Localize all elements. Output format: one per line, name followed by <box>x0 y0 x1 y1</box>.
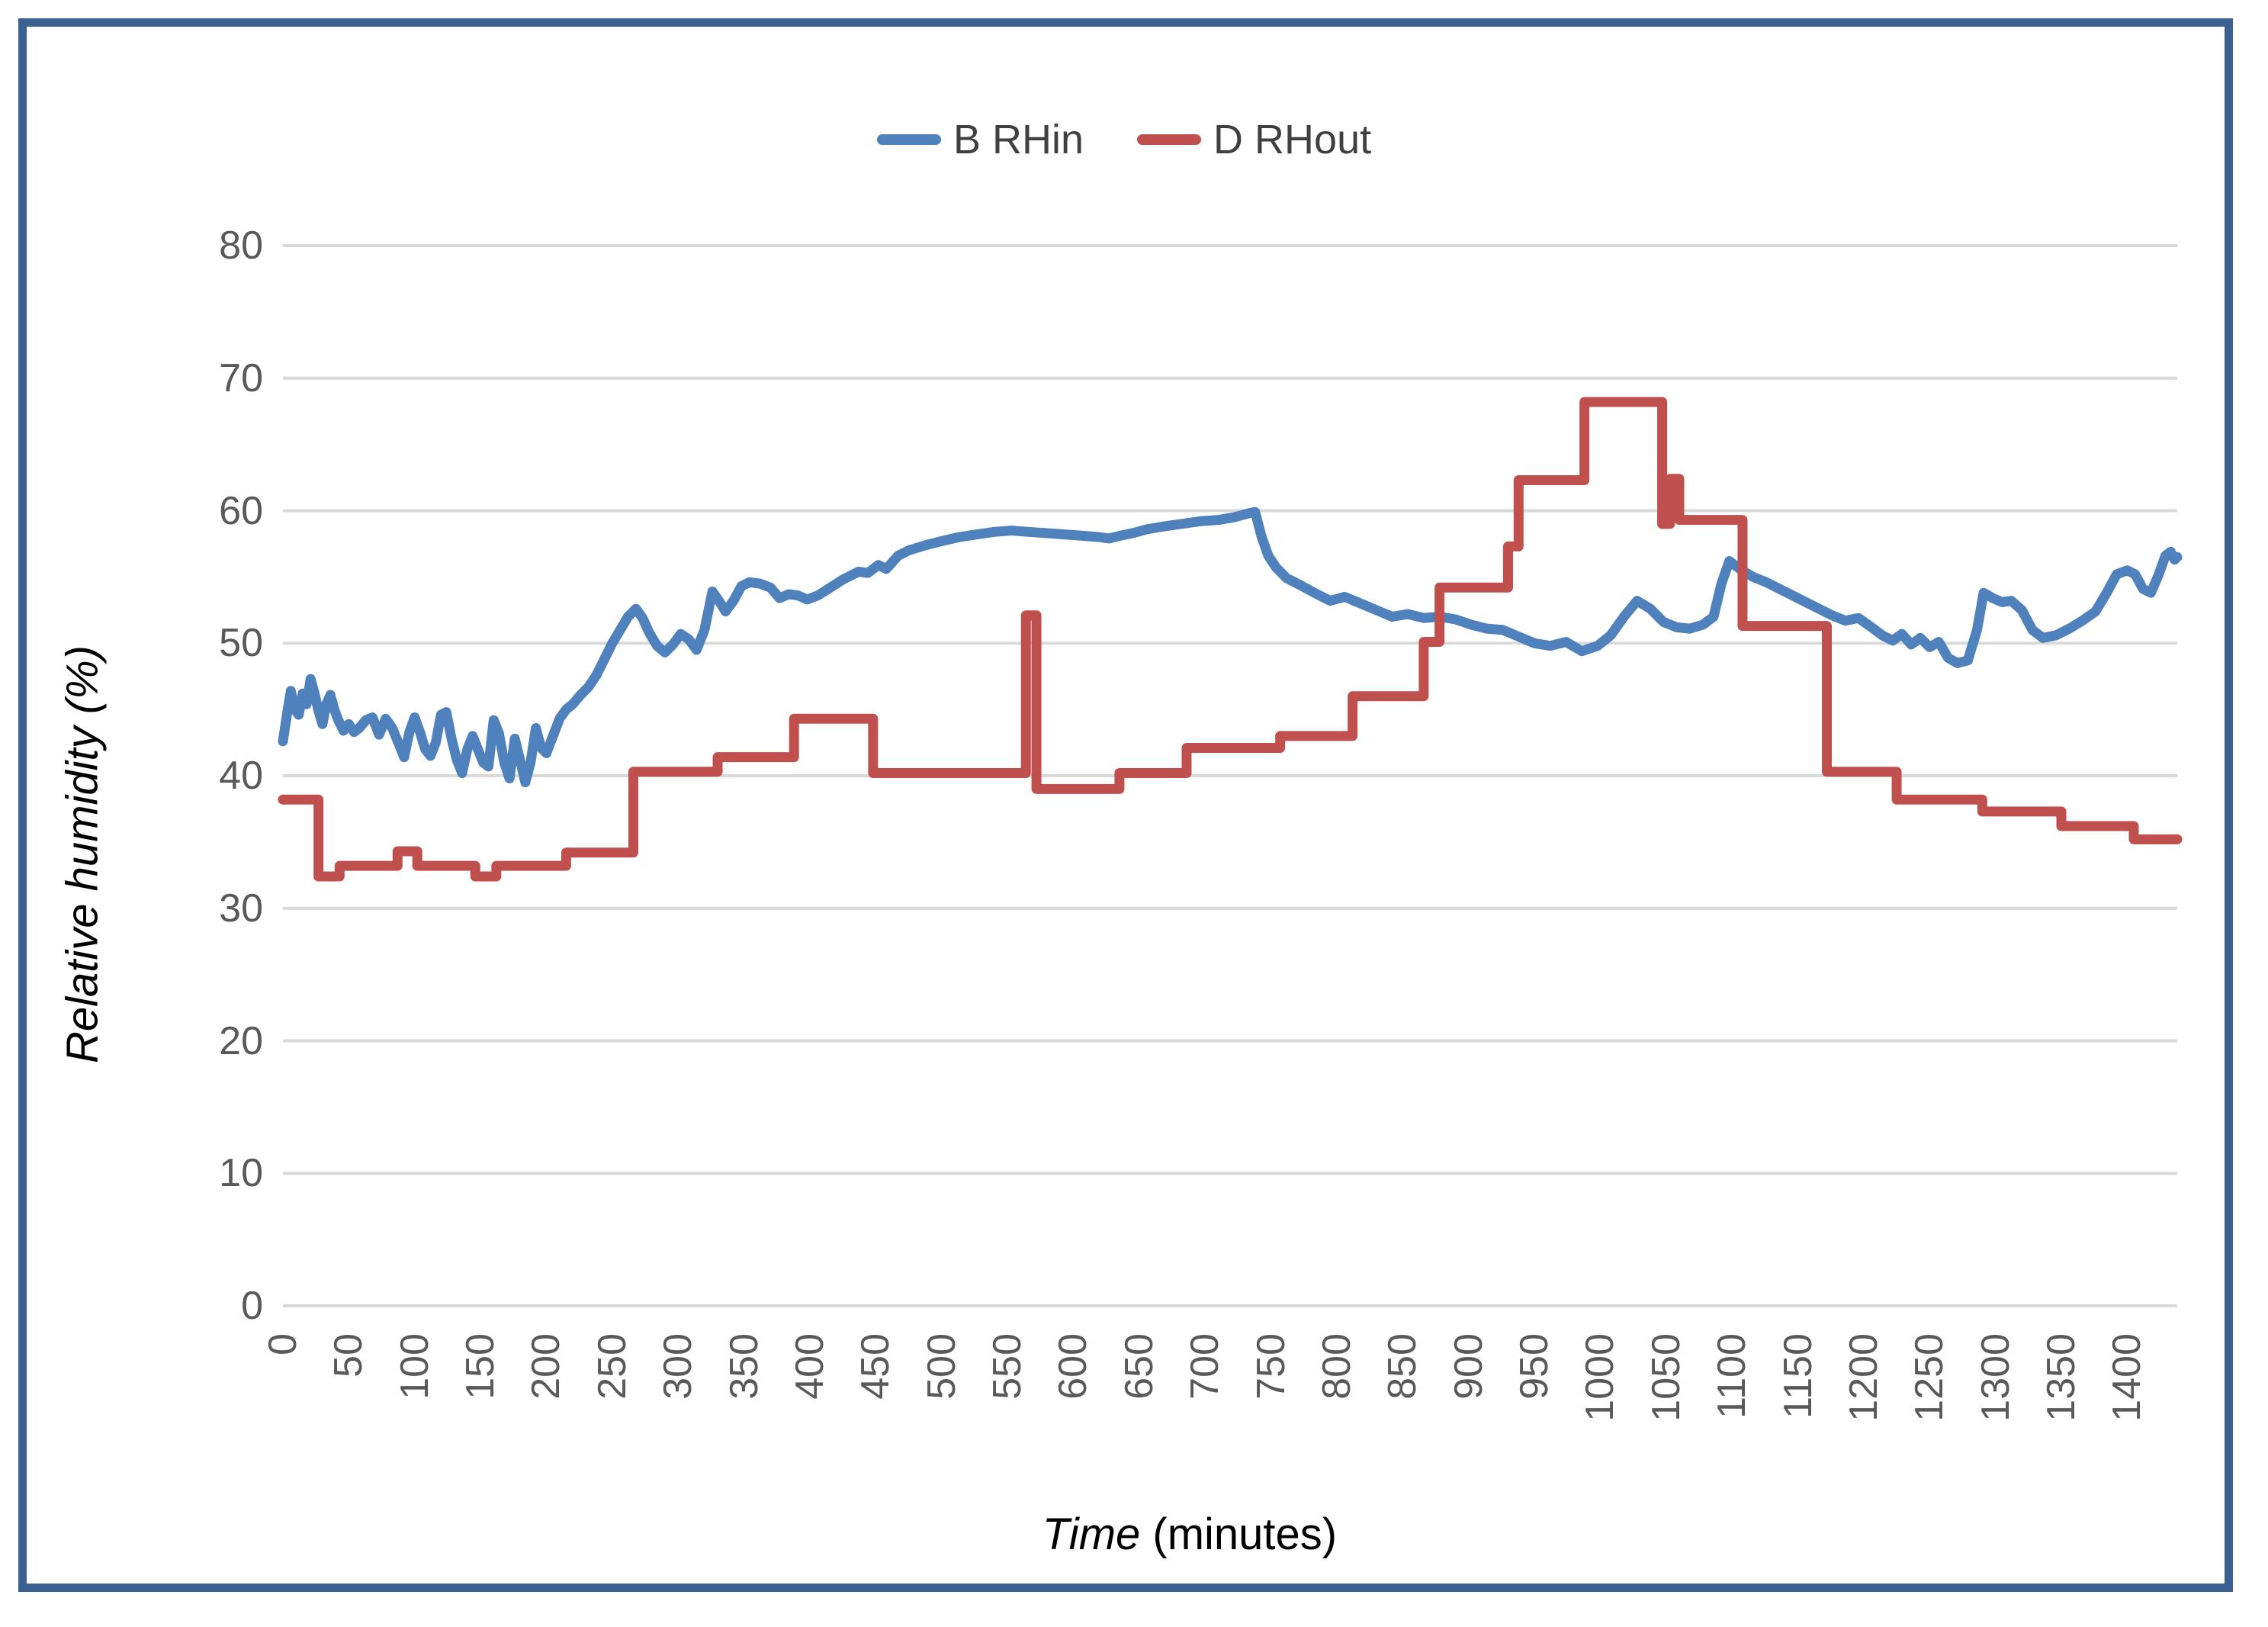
x-axis-title-unit: (minutes) <box>1140 1510 1338 1559</box>
x-tick-label: 500 <box>919 1333 964 1400</box>
legend-swatch-blue-line-icon <box>877 134 941 145</box>
series-line-b-rhin <box>278 506 2183 788</box>
x-tick-label: 100 <box>392 1333 437 1400</box>
x-tick-label: 650 <box>1116 1333 1161 1400</box>
legend-item-d-rhout: D RHout <box>1137 119 1371 160</box>
legend: B RHin D RHout <box>877 119 1371 160</box>
x-tick-label: 850 <box>1380 1333 1425 1400</box>
y-tick-label: 20 <box>219 1018 263 1063</box>
x-tick-label: 250 <box>589 1333 634 1400</box>
x-tick-label: 600 <box>1051 1333 1096 1400</box>
x-tick-label: 1200 <box>1841 1333 1886 1422</box>
x-tick-label: 400 <box>787 1333 832 1400</box>
x-tick-label: 950 <box>1512 1333 1557 1400</box>
x-tick-label: 50 <box>326 1333 371 1378</box>
x-tick-label: 1400 <box>2105 1333 2150 1422</box>
legend-label-d-rhout: D RHout <box>1213 117 1372 162</box>
x-tick-label: 550 <box>985 1333 1030 1400</box>
x-tick-label: 750 <box>1248 1333 1293 1400</box>
x-tick-label: 900 <box>1446 1333 1491 1400</box>
y-tick-label: 80 <box>219 223 263 268</box>
y-tick-label: 50 <box>219 621 263 666</box>
x-tick-label: 1050 <box>1643 1333 1688 1422</box>
x-tick-label: 1250 <box>1907 1333 1952 1422</box>
x-tick-label: 1150 <box>1775 1333 1820 1419</box>
x-tick-label: 0 <box>261 1333 305 1355</box>
x-axis-title-word: Time <box>1042 1510 1141 1559</box>
x-tick-label: 1100 <box>1710 1333 1755 1419</box>
legend-item-b-rhin: B RHin <box>877 119 1084 160</box>
x-axis-title: Time (minutes) <box>1042 1509 1337 1560</box>
x-tick-label: 350 <box>721 1333 766 1400</box>
x-tick-label: 150 <box>458 1333 503 1400</box>
legend-label-b-rhin: B RHin <box>953 117 1084 162</box>
x-tick-label: 800 <box>1314 1333 1359 1400</box>
y-tick-label: 0 <box>241 1284 263 1328</box>
x-tick-label: 1000 <box>1578 1333 1623 1422</box>
y-tick-label: 30 <box>219 886 263 931</box>
y-tick-label: 40 <box>219 754 263 798</box>
x-tick-label: 200 <box>524 1333 569 1400</box>
x-tick-label: 1300 <box>1973 1333 2018 1422</box>
series-line-d-rhout <box>278 397 2183 882</box>
x-tick-label: 1350 <box>2038 1333 2083 1422</box>
y-tick-label: 60 <box>219 488 263 533</box>
x-tick-label: 450 <box>853 1333 898 1400</box>
x-tick-label: 300 <box>656 1333 701 1400</box>
y-tick-label: 10 <box>219 1151 263 1196</box>
y-axis-title: Relative humidity (%) <box>57 645 108 1063</box>
legend-swatch-red-line-icon <box>1137 134 1202 145</box>
chart-frame <box>18 18 2233 1592</box>
x-tick-label: 700 <box>1183 1333 1228 1400</box>
y-tick-label: 70 <box>219 355 263 400</box>
